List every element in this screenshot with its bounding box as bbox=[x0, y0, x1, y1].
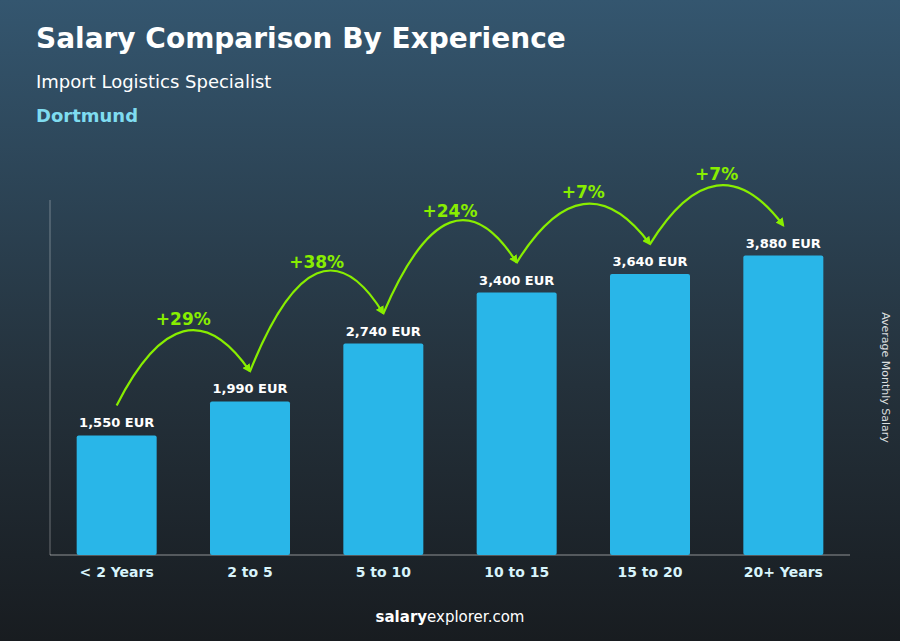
x-tick-label: < 2 Years bbox=[80, 564, 154, 580]
change-arrow bbox=[117, 330, 250, 405]
change-label: +29% bbox=[156, 309, 211, 329]
chart-svg: Salary Comparison By Experience Import Lo… bbox=[0, 0, 900, 641]
bar bbox=[210, 401, 290, 555]
change-arrow bbox=[383, 220, 516, 313]
change-label: +7% bbox=[695, 164, 738, 184]
bar bbox=[77, 435, 157, 555]
footer-part: salary bbox=[376, 608, 428, 626]
chart-container: Salary Comparison By Experience Import Lo… bbox=[0, 0, 900, 641]
x-tick-label: 5 to 10 bbox=[356, 564, 412, 580]
background bbox=[0, 0, 900, 641]
change-arrow bbox=[650, 185, 783, 244]
x-tick-label: 15 to 20 bbox=[617, 564, 682, 580]
change-arrow bbox=[517, 204, 650, 263]
change-label: +7% bbox=[562, 182, 605, 202]
y-axis-line bbox=[50, 200, 51, 555]
footer-part: explorer.com bbox=[427, 608, 524, 626]
bar bbox=[477, 293, 557, 555]
city: Dortmund bbox=[36, 105, 138, 126]
bar bbox=[743, 256, 823, 555]
x-tick-label: 10 to 15 bbox=[484, 564, 549, 580]
data-label: 3,400 EUR bbox=[479, 273, 554, 288]
bar bbox=[343, 344, 423, 555]
x-tick-label: 20+ Years bbox=[744, 564, 823, 580]
data-label: 1,550 EUR bbox=[79, 415, 154, 430]
bar bbox=[610, 274, 690, 555]
data-label: 3,640 EUR bbox=[612, 254, 687, 269]
x-tick-label: 2 to 5 bbox=[227, 564, 273, 580]
subtitle: Import Logistics Specialist bbox=[36, 71, 271, 92]
x-axis-line bbox=[50, 555, 850, 556]
footer: salaryexplorer.com bbox=[376, 608, 525, 626]
data-label: 1,990 EUR bbox=[212, 381, 287, 396]
change-arrow bbox=[250, 271, 383, 372]
data-label: 2,740 EUR bbox=[346, 324, 421, 339]
change-label: +38% bbox=[289, 252, 344, 272]
change-label: +24% bbox=[423, 201, 478, 221]
title: Salary Comparison By Experience bbox=[36, 22, 566, 55]
data-label: 3,880 EUR bbox=[746, 236, 821, 251]
y-axis-label: Average Monthly Salary bbox=[879, 312, 892, 443]
bars bbox=[77, 256, 824, 555]
